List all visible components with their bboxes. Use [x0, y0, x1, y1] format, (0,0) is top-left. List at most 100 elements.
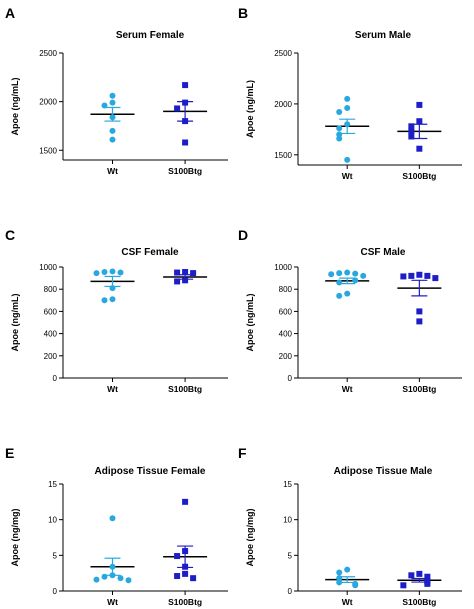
data-point — [117, 269, 124, 276]
y-tick-label: 2500 — [274, 49, 292, 58]
data-point — [182, 139, 189, 146]
x-category-label: S100Btg — [168, 166, 202, 176]
data-point — [336, 270, 343, 277]
data-point — [352, 582, 359, 589]
data-point — [344, 566, 351, 573]
y-axis-label: Apoe (ng/mL) — [245, 294, 255, 352]
y-axis-label: Apoe (ng/mL) — [245, 80, 255, 138]
y-tick-label: 0 — [288, 587, 293, 596]
data-point — [424, 580, 431, 587]
y-tick-label: 15 — [48, 480, 57, 489]
y-tick-label: 1000 — [39, 263, 57, 272]
x-category-label: S100Btg — [402, 597, 436, 607]
data-point — [182, 563, 189, 570]
x-category-label: Wt — [342, 384, 353, 394]
data-point — [109, 572, 116, 579]
y-tick-label: 2500 — [39, 49, 57, 58]
data-point — [336, 109, 343, 116]
y-tick-label: 5 — [53, 551, 58, 560]
data-point — [336, 125, 343, 132]
data-point — [101, 297, 108, 304]
y-tick-label: 1500 — [39, 146, 57, 155]
data-point — [182, 82, 189, 89]
data-point — [400, 273, 407, 280]
y-tick-label: 400 — [44, 330, 58, 339]
data-point — [416, 271, 423, 278]
y-axis-label: Apoe (ng/mL) — [10, 78, 20, 136]
panel-title: Adipose Tissue Male — [334, 466, 433, 477]
y-axis-label: Apoe (ng/mg) — [10, 509, 20, 567]
data-point — [416, 570, 423, 577]
data-point — [344, 95, 351, 102]
panel-letter: B — [238, 5, 248, 21]
y-tick-label: 200 — [279, 352, 293, 361]
panel-letter: A — [5, 5, 15, 21]
y-tick-label: 800 — [279, 285, 293, 294]
y-tick-label: 10 — [283, 516, 292, 525]
data-point — [416, 308, 423, 315]
data-point — [344, 121, 351, 128]
data-point — [352, 270, 359, 277]
y-tick-label: 400 — [279, 330, 293, 339]
data-point — [432, 275, 439, 282]
data-point — [101, 268, 108, 275]
data-point — [336, 579, 343, 586]
data-point — [109, 92, 116, 99]
panel-title: Serum Female — [116, 30, 185, 41]
data-point — [416, 118, 423, 125]
y-tick-label: 2000 — [39, 98, 57, 107]
data-point — [416, 318, 423, 325]
x-category-label: S100Btg — [402, 171, 436, 181]
data-point — [109, 285, 116, 292]
data-point — [344, 104, 351, 111]
y-tick-label: 10 — [48, 516, 57, 525]
data-point — [190, 575, 197, 582]
y-tick-label: 600 — [279, 307, 293, 316]
y-tick-label: 600 — [44, 307, 58, 316]
y-tick-label: 0 — [53, 587, 58, 596]
panel-title: Serum Male — [355, 30, 412, 41]
data-point — [344, 290, 351, 297]
data-point — [344, 269, 351, 276]
data-point — [182, 277, 189, 284]
data-point — [408, 272, 415, 279]
data-point — [182, 268, 189, 275]
x-category-label: Wt — [342, 171, 353, 181]
panel-letter: F — [238, 445, 247, 461]
data-point — [336, 279, 343, 286]
data-point — [408, 128, 415, 135]
x-category-label: S100Btg — [168, 597, 202, 607]
data-point — [336, 135, 343, 142]
chart-panel-d: D CSF Male Apoe (ng/mL) 0 200 400 600 800 1000 Wt… — [238, 227, 462, 394]
data-point — [117, 575, 124, 582]
data-point — [408, 123, 415, 130]
data-point — [416, 145, 423, 152]
data-point — [360, 272, 367, 279]
y-tick-label: 5 — [288, 551, 293, 560]
y-tick-label: 800 — [44, 285, 58, 294]
data-point — [125, 577, 132, 584]
data-point — [109, 268, 116, 275]
data-point — [109, 127, 116, 134]
data-point — [109, 136, 116, 143]
x-category-label: Wt — [107, 166, 118, 176]
y-tick-label: 0 — [288, 374, 293, 383]
data-point — [93, 270, 100, 277]
x-category-label: S100Btg — [402, 384, 436, 394]
data-point — [182, 118, 189, 125]
data-point — [174, 269, 181, 276]
x-category-label: Wt — [342, 597, 353, 607]
data-point — [174, 278, 181, 285]
data-point — [101, 573, 108, 580]
data-point — [352, 277, 359, 284]
chart-panel-b: B Serum Male Apoe (ng/mL) 1500 2000 2500 Wt S10… — [238, 5, 462, 181]
data-point — [109, 515, 116, 522]
data-point — [109, 99, 116, 106]
data-point — [109, 563, 116, 570]
data-point — [336, 569, 343, 576]
chart-panel-a: A Serum Female Apoe (ng/mL) 1500 2000 2500 Wt S… — [5, 5, 228, 176]
data-point — [328, 271, 335, 278]
data-point — [182, 548, 189, 555]
data-point — [416, 101, 423, 108]
panel-title: CSF Male — [360, 247, 405, 258]
